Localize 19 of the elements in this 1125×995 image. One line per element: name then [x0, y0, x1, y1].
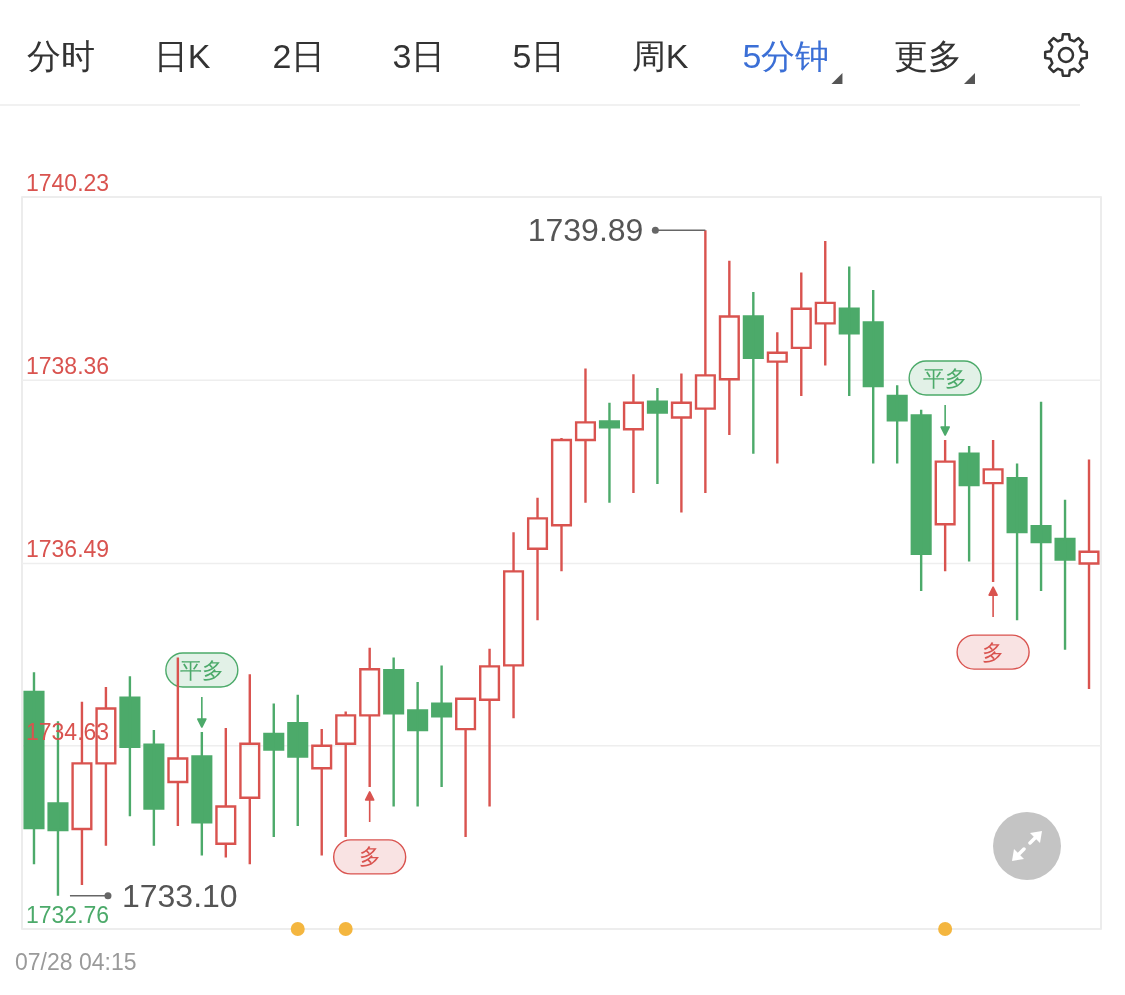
annotation: 多	[358, 844, 381, 870]
text: 周K	[631, 37, 689, 75]
y-tick-label: 1738.36	[26, 353, 110, 380]
annotation: 1733.10	[121, 877, 238, 914]
text: 07/28 04:15	[15, 949, 137, 975]
text: 日K	[153, 37, 211, 75]
text: 5日	[512, 37, 566, 75]
text: 5分钟	[742, 37, 830, 75]
text: 3日	[392, 37, 446, 75]
y-tick-label: 1740.23	[26, 170, 110, 196]
annotation: 平多	[923, 365, 968, 391]
annotation: 多	[982, 639, 1005, 665]
y-tick-label: 1736.49	[26, 536, 110, 563]
y-tick-label: 1732.76	[26, 902, 110, 928]
annotation: 平多	[179, 657, 224, 683]
annotation: 1739.89	[527, 212, 644, 249]
text: 更多	[894, 37, 962, 75]
text: 分时	[27, 37, 95, 75]
text: 2日	[272, 37, 326, 75]
